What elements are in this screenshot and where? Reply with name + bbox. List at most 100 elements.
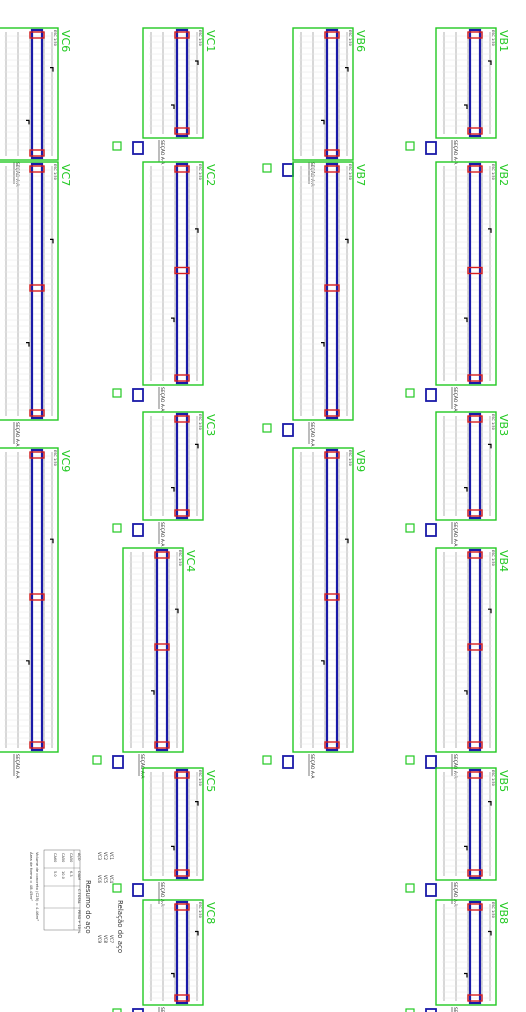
beam-body bbox=[470, 902, 480, 1003]
section-label: SEÇÃO A-A bbox=[452, 522, 459, 547]
beam-scale: ESC 1:50 bbox=[53, 30, 57, 46]
steel-summary-block: Relação do aço VC1 VC2 VC3 VC4 VC5 VC6 V… bbox=[29, 850, 124, 953]
section-label: SEÇÃO A-A bbox=[159, 1007, 166, 1012]
beam-scale: ESC 1:50 bbox=[198, 770, 202, 786]
beam-frame bbox=[143, 162, 203, 385]
section-label: SEÇÃO A-A bbox=[14, 754, 21, 779]
resume-header-4: PESO + 10 % bbox=[77, 910, 81, 934]
relation-row-1: VC1 bbox=[109, 852, 114, 861]
relation-row-9: VC9 bbox=[97, 935, 102, 944]
section-view: SEÇÃO A-A bbox=[406, 882, 459, 907]
beam-scale: ESC 1:50 bbox=[348, 450, 352, 466]
hook-mark bbox=[26, 343, 29, 347]
beam-scale: ESC 1:50 bbox=[198, 30, 202, 46]
beam-frame bbox=[436, 900, 496, 1005]
relation-row-8: VC8 bbox=[103, 935, 108, 944]
beam-title: VC6 bbox=[59, 30, 72, 52]
beam-scale: ESC 1:50 bbox=[491, 550, 495, 566]
beam-title: VC1 bbox=[204, 30, 217, 52]
section-green-box bbox=[406, 389, 414, 397]
resume-cell: CA50 bbox=[69, 853, 73, 862]
hook-mark bbox=[171, 974, 174, 978]
hook-mark bbox=[26, 120, 29, 124]
beam-body bbox=[177, 902, 187, 1003]
section-green-box bbox=[406, 524, 414, 532]
hook-mark bbox=[26, 661, 29, 665]
section-green-box bbox=[113, 389, 121, 397]
beam-frame bbox=[143, 28, 203, 138]
beam-scale: ESC 1:50 bbox=[491, 414, 495, 430]
section-green-box bbox=[406, 884, 414, 892]
beam-scale: ESC 1:50 bbox=[178, 550, 182, 566]
section-green-box bbox=[113, 142, 121, 150]
beam-title: VC7 bbox=[59, 164, 72, 186]
relation-row-4: VC4 bbox=[109, 875, 114, 884]
section-blue-box bbox=[426, 756, 436, 768]
beam-title: VC4 bbox=[184, 550, 197, 572]
beam-title: VB7 bbox=[354, 164, 367, 186]
beam-title: VB2 bbox=[497, 164, 510, 186]
section-blue-box bbox=[113, 756, 123, 768]
beam-scale: ESC 1:50 bbox=[491, 770, 495, 786]
section-blue-box bbox=[426, 524, 436, 536]
beam-details-layer: VB1ESC 1:50SEÇÃO A-AVB2ESC 1:50SEÇÃO A-A… bbox=[0, 28, 510, 1012]
relation-row-7: VC7 bbox=[109, 935, 114, 944]
beam-frame bbox=[436, 28, 496, 138]
beam-detail-vb2: VB2ESC 1:50 SEÇÃO A-A bbox=[406, 162, 510, 412]
beam-body bbox=[327, 30, 337, 158]
beam-title: VB4 bbox=[497, 550, 510, 572]
resume-header-1: AÇO bbox=[77, 853, 81, 861]
beam-title: VB3 bbox=[497, 414, 510, 436]
beam-frame bbox=[0, 162, 58, 420]
form-area-note: Área de forma = 48.45m² bbox=[29, 852, 34, 901]
resume-cell: 5.0 bbox=[53, 871, 57, 877]
relation-row-2: VC2 bbox=[103, 852, 108, 861]
section-blue-box bbox=[133, 884, 143, 896]
section-label: SEÇÃO A-A bbox=[452, 882, 459, 907]
beam-frame bbox=[436, 162, 496, 385]
beam-scale: ESC 1:50 bbox=[53, 164, 57, 180]
beam-detail-vb5: VB5ESC 1:50SEÇÃO A-A bbox=[406, 768, 510, 907]
section-blue-box bbox=[426, 884, 436, 896]
section-view: SEÇÃO A-A bbox=[113, 1007, 166, 1012]
beam-title: VC5 bbox=[204, 770, 217, 792]
beam-frame bbox=[143, 900, 203, 1005]
beam-scale: ESC 1:50 bbox=[198, 164, 202, 180]
section-label: SEÇÃO A-A bbox=[309, 754, 316, 779]
section-green-box bbox=[113, 884, 121, 892]
section-view: SEÇÃO A-A bbox=[263, 422, 316, 447]
beam-body bbox=[177, 414, 187, 518]
section-blue-box bbox=[133, 142, 143, 154]
section-green-box bbox=[406, 756, 414, 764]
beam-detail-vc7: VC7ESC 1:50SEÇÃO A-A bbox=[0, 162, 72, 447]
beam-body bbox=[32, 30, 42, 158]
section-label: SEÇÃO A-A bbox=[309, 422, 316, 447]
hook-mark bbox=[464, 105, 467, 109]
resume-cell: CA60 bbox=[53, 853, 57, 862]
beam-detail-vb1: VB1ESC 1:50SEÇÃO A-A bbox=[406, 28, 510, 165]
hook-mark bbox=[464, 846, 467, 850]
hook-mark bbox=[321, 661, 324, 665]
section-label: SEÇÃO A-A bbox=[452, 387, 459, 412]
beam-title: VB1 bbox=[497, 30, 510, 52]
beam-detail-vb3: VB3ESC 1:50 SEÇÃO A-A bbox=[406, 412, 510, 547]
section-blue-box bbox=[133, 524, 143, 536]
beam-frame bbox=[436, 548, 496, 752]
relation-title: Relação do aço bbox=[116, 900, 124, 953]
beam-scale: ESC 1:50 bbox=[348, 30, 352, 46]
beam-title: VC2 bbox=[204, 164, 217, 186]
hook-mark bbox=[171, 105, 174, 109]
beam-scale: ESC 1:50 bbox=[348, 164, 352, 180]
section-blue-box bbox=[426, 142, 436, 154]
section-label: SEÇÃO A-A bbox=[159, 387, 166, 412]
concrete-volume-note: Volume de concreto (C25) = 4.46m³ bbox=[35, 852, 40, 921]
section-label: SEÇÃO A-A bbox=[159, 522, 166, 547]
hook-mark bbox=[171, 488, 174, 492]
beam-scale: ESC 1:50 bbox=[491, 164, 495, 180]
section-view: SEÇÃO A-A bbox=[0, 754, 21, 779]
hook-mark bbox=[321, 120, 324, 124]
relation-row-5: VC5 bbox=[103, 875, 108, 884]
